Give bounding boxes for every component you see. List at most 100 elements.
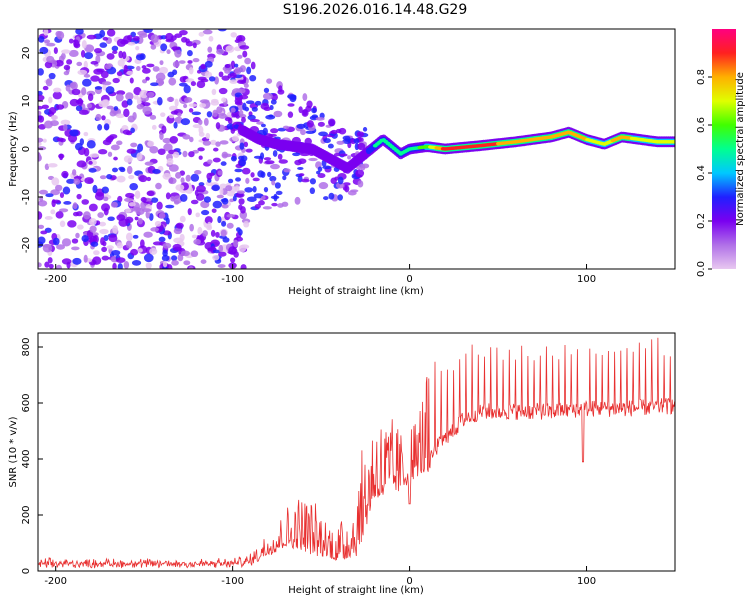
noise-blob: [150, 44, 157, 50]
noise-blob: [83, 131, 89, 137]
spectrogram-y-axis-label: Frequency (Hz): [8, 111, 19, 187]
scatter-blob: [262, 206, 272, 210]
noise-blob: [171, 255, 178, 262]
noise-blob: [71, 246, 80, 251]
noise-blob: [218, 87, 228, 95]
noise-blob: [101, 203, 111, 212]
noise-blob: [203, 117, 209, 126]
scatter-blob: [282, 125, 290, 130]
noise-blob: [160, 43, 168, 52]
noise-blob: [68, 49, 79, 58]
spectrogram-x-axis-label: Height of straight line (km): [288, 286, 424, 297]
noise-blob: [129, 182, 139, 191]
noise-blob: [202, 140, 212, 146]
noise-blob: [173, 200, 180, 205]
noise-blob: [138, 175, 148, 183]
noise-blob: [243, 220, 250, 228]
noise-blob: [146, 63, 155, 68]
noise-blob: [188, 67, 194, 75]
noise-blob: [188, 108, 194, 113]
scatter-blob: [317, 166, 323, 172]
noise-blob: [38, 68, 44, 76]
noise-blob: [72, 211, 79, 217]
noise-blob: [165, 217, 170, 225]
snr-x-tick-label: -200: [44, 576, 67, 587]
noise-blob: [172, 61, 180, 68]
noise-blob: [218, 113, 227, 119]
noise-blob: [104, 63, 112, 70]
noise-blob: [217, 216, 222, 224]
scatter-blob: [306, 120, 314, 128]
noise-blob: [150, 197, 159, 203]
noise-blob: [111, 45, 119, 52]
noise-blob: [38, 262, 42, 268]
scatter-blob: [245, 100, 255, 105]
scatter-blob: [271, 202, 278, 207]
noise-blob: [182, 150, 188, 158]
noise-blob: [55, 104, 65, 110]
noise-blob: [166, 49, 171, 55]
noise-blob: [174, 49, 182, 58]
scatter-blob: [277, 203, 284, 208]
noise-blob: [107, 216, 115, 222]
noise-blob: [229, 79, 238, 84]
noise-blob: [210, 100, 220, 106]
scatter-blob: [335, 182, 345, 189]
noise-blob: [48, 263, 54, 269]
scatter-blob: [338, 127, 347, 135]
scatter-blob: [301, 178, 310, 183]
noise-blob: [76, 160, 87, 168]
noise-blob: [226, 222, 234, 229]
scatter-blob: [318, 131, 328, 137]
noise-blob: [112, 50, 118, 55]
noise-blob: [56, 244, 66, 250]
noise-blob: [63, 71, 70, 76]
noise-blob: [81, 87, 87, 96]
noise-blob: [149, 213, 154, 221]
noise-blob: [113, 106, 119, 111]
noise-blob: [137, 248, 143, 253]
scatter-blob: [342, 135, 351, 141]
noise-blob: [215, 231, 220, 238]
noise-blob: [78, 109, 89, 115]
scatter-blob: [323, 138, 331, 144]
noise-blob: [238, 244, 247, 253]
scatter-blob: [246, 196, 257, 202]
noise-blob: [144, 161, 154, 166]
noise-blob: [132, 111, 137, 121]
noise-blob: [135, 54, 145, 61]
noise-blob: [185, 41, 194, 47]
noise-blob: [233, 251, 239, 258]
noise-blob: [84, 44, 95, 53]
noise-blob: [197, 147, 205, 152]
scatter-blob: [339, 153, 348, 157]
noise-blob: [183, 260, 191, 266]
noise-blob: [91, 232, 99, 237]
spectrogram-x-tick-label: 100: [577, 274, 596, 285]
noise-blob: [80, 50, 86, 58]
noise-blob: [49, 120, 59, 127]
noise-blob: [155, 72, 166, 82]
noise-blob: [102, 84, 107, 91]
noise-blob: [102, 36, 109, 41]
scatter-blob: [263, 157, 272, 161]
noise-blob: [55, 211, 64, 219]
noise-blob: [103, 196, 109, 202]
noise-blob: [38, 90, 43, 96]
scatter-blob: [347, 155, 352, 160]
noise-blob: [118, 50, 124, 59]
noise-blob: [126, 70, 134, 75]
scatter-blob: [265, 114, 276, 120]
noise-blob: [218, 244, 224, 253]
noise-blob: [125, 216, 134, 224]
noise-blob: [187, 208, 192, 216]
noise-blob: [116, 38, 126, 47]
noise-blob: [212, 254, 220, 261]
noise-blob: [215, 122, 221, 130]
noise-blob: [42, 244, 52, 248]
noise-blob: [82, 78, 92, 87]
scatter-blob: [278, 159, 288, 164]
noise-blob: [162, 260, 168, 268]
noise-blob: [38, 142, 42, 146]
noise-blob: [99, 29, 106, 38]
